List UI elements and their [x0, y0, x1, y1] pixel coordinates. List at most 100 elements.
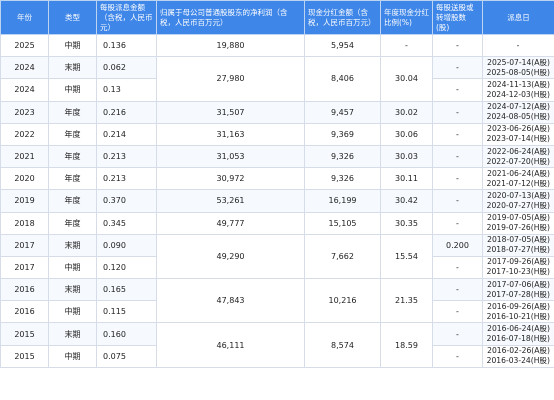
cell-dps: 0.345 [96, 211, 157, 235]
cell-pay-date: 2021-06-24(A股) 2021-07-12(H股) [482, 167, 554, 191]
cell-total-dividend: 7,662 [304, 233, 381, 280]
cell-bonus-shares: - [432, 100, 483, 124]
pay-date-line: 2025-08-05(H股) [486, 67, 550, 77]
pay-date-line: 2022-06-24(A股) [487, 146, 550, 156]
header-type: 类型 [48, 0, 97, 35]
cell-net-profit: 19,880 [156, 33, 305, 58]
header-bonus-shares: 每股送股或转增股数(股) [432, 0, 483, 35]
cell-bonus-shares: - [432, 189, 483, 213]
cell-pay-date: 2017-07-06(A股) 2017-07-28(H股) [482, 278, 554, 302]
pay-date-line: 2024-08-05(H股) [486, 112, 550, 122]
cell-bonus-shares: - [432, 144, 483, 169]
pay-date-line: 2016-09-26(A股) [487, 301, 550, 311]
cell-bonus-shares: - [432, 278, 483, 302]
cell-year: 2016 [0, 278, 49, 302]
cell-pay-date: 2022-06-24(A股) 2022-07-20(H股) [482, 144, 554, 169]
header-total-dividend: 现金分红金额（含税，人民币百万元） [304, 0, 381, 35]
cell-bonus-shares: - [432, 33, 483, 58]
pay-date-line: 2018-07-27(H股) [486, 245, 550, 255]
cell-year: 2025 [0, 33, 49, 58]
cell-year: 2015 [0, 322, 49, 346]
table-row: 2025 中期 0.136 19,880 5,954- - - [0, 33, 554, 58]
cell-pay-date: 2025-07-14(A股) 2025-08-05(H股) [482, 56, 554, 80]
cell-bonus-shares: - [432, 344, 483, 368]
cell-net-profit: 30,972 [156, 167, 305, 191]
cell-payout-ratio: 21.35 [380, 278, 433, 324]
cell-year: 2020 [0, 167, 49, 191]
cell-pay-date: 2016-09-26(A股) 2016-10-21(H股) [482, 300, 554, 324]
cell-bonus-shares: - [432, 78, 483, 102]
pay-date-line: 2024-11-13(A股) [487, 79, 550, 89]
header-net-profit: 归属于母公司普通股股东的净利润（含税，人民币百万元） [156, 0, 305, 35]
cell-net-profit: 31,507 [156, 100, 305, 124]
pay-date-line: 2023-06-26(A股) [487, 124, 550, 134]
table-row: 2015 中期 0.075 -2016-02-26(A股) 2016-03-24(H股) [0, 344, 554, 368]
pay-date-line: 2020-07-13(A股) [487, 190, 550, 200]
cell-type: 末期 [48, 278, 97, 302]
cell-bonus-shares: - [432, 300, 483, 324]
table-row: 2020 年度 0.213 30,972 9,326 30.11-2021-06-24(A… [0, 167, 554, 191]
cell-type: 年度 [48, 144, 97, 169]
cell-year: 2021 [0, 144, 49, 169]
cell-dps: 0.136 [96, 33, 157, 58]
cell-payout-ratio: - [380, 33, 433, 58]
pay-date-line: 2023-07-14(H股) [486, 134, 550, 144]
cell-dps: 0.115 [96, 300, 157, 324]
header-payout-ratio: 年度现金分红比例(%) [380, 0, 433, 35]
table-row: 2016 中期 0.115 -2016-09-26(A股) 2016-10-21(H股) [0, 300, 554, 324]
cell-type: 年度 [48, 100, 97, 124]
dividend-table: 年份 类型 每股派息金额（含税，人民币元） 归属于母公司普通股股东的净利润（含税… [0, 0, 554, 368]
cell-bonus-shares: 0.200 [432, 233, 483, 257]
cell-bonus-shares: - [432, 322, 483, 346]
cell-type: 中期 [48, 344, 97, 368]
cell-type: 年度 [48, 167, 97, 191]
cell-payout-ratio: 15.54 [380, 233, 433, 280]
cell-type: 中期 [48, 78, 97, 102]
cell-type: 中期 [48, 300, 97, 324]
cell-net-profit: 46,111 [156, 322, 305, 368]
pay-date-line: 2017-10-23(H股) [486, 267, 550, 277]
cell-type: 末期 [48, 56, 97, 80]
cell-total-dividend: 10,216 [304, 278, 381, 324]
cell-payout-ratio: 30.02 [380, 100, 433, 124]
pay-date-line: 2020-07-27(H股) [486, 200, 550, 210]
cell-type: 年度 [48, 211, 97, 235]
cell-bonus-shares: - [432, 122, 483, 146]
cell-pay-date: 2024-07-12(A股) 2024-08-05(H股) [482, 100, 554, 124]
table-row: 2022 年度 0.214 31,163 9,369 30.06-2023-06-26(A… [0, 122, 554, 146]
table-header: 年份 类型 每股派息金额（含税，人民币元） 归属于母公司普通股股东的净利润（含税… [0, 0, 554, 35]
pay-date-line: 2019-07-26(H股) [486, 223, 550, 233]
cell-total-dividend: 15,105 [304, 211, 381, 235]
cell-net-profit: 53,261 [156, 189, 305, 213]
cell-total-dividend: 16,199 [304, 189, 381, 213]
pay-date-line: 2016-03-24(H股) [486, 356, 550, 366]
table-row: 2023 年度 0.216 31,507 9,457 30.02-2024-07-12(A… [0, 100, 554, 124]
cell-type: 末期 [48, 322, 97, 346]
cell-pay-date: 2018-07-05(A股) 2018-07-27(H股) [482, 233, 554, 257]
cell-payout-ratio: 30.06 [380, 122, 433, 146]
table-row: 2015 末期 0.160 46,111 8,574 18.59-2016-06-24(A… [0, 322, 554, 368]
pay-date-line: 2016-07-18(H股) [486, 334, 550, 344]
cell-type: 中期 [48, 33, 97, 58]
cell-dps: 0.370 [96, 189, 157, 213]
cell-pay-date: 2019-07-05(A股) 2019-07-26(H股) [482, 211, 554, 235]
cell-payout-ratio: 30.35 [380, 211, 433, 235]
cell-total-dividend: 9,326 [304, 144, 381, 169]
cell-net-profit: 49,777 [156, 211, 305, 235]
cell-year: 2022 [0, 122, 49, 146]
cell-bonus-shares: - [432, 56, 483, 80]
pay-date-line: 2025-07-14(A股) [487, 57, 550, 67]
cell-year: 2024 [0, 56, 49, 80]
cell-net-profit: 49,290 [156, 233, 305, 280]
table-row: 2019 年度 0.370 53,261 16,199 30.42-2020-07-13(… [0, 189, 554, 213]
header-year: 年份 [0, 0, 49, 35]
cell-total-dividend: 8,406 [304, 56, 381, 102]
cell-bonus-shares: - [432, 167, 483, 191]
cell-type: 末期 [48, 233, 97, 257]
table-body: 2025 中期 0.136 19,880 5,954- - -2024 末期 0.062 27,9… [0, 33, 554, 368]
cell-dps: 0.216 [96, 100, 157, 124]
cell-type: 中期 [48, 255, 97, 280]
pay-date-line: 2019-07-05(A股) [487, 213, 550, 223]
cell-pay-date: 2016-02-26(A股) 2016-03-24(H股) [482, 344, 554, 368]
cell-net-profit: 27,980 [156, 56, 305, 102]
